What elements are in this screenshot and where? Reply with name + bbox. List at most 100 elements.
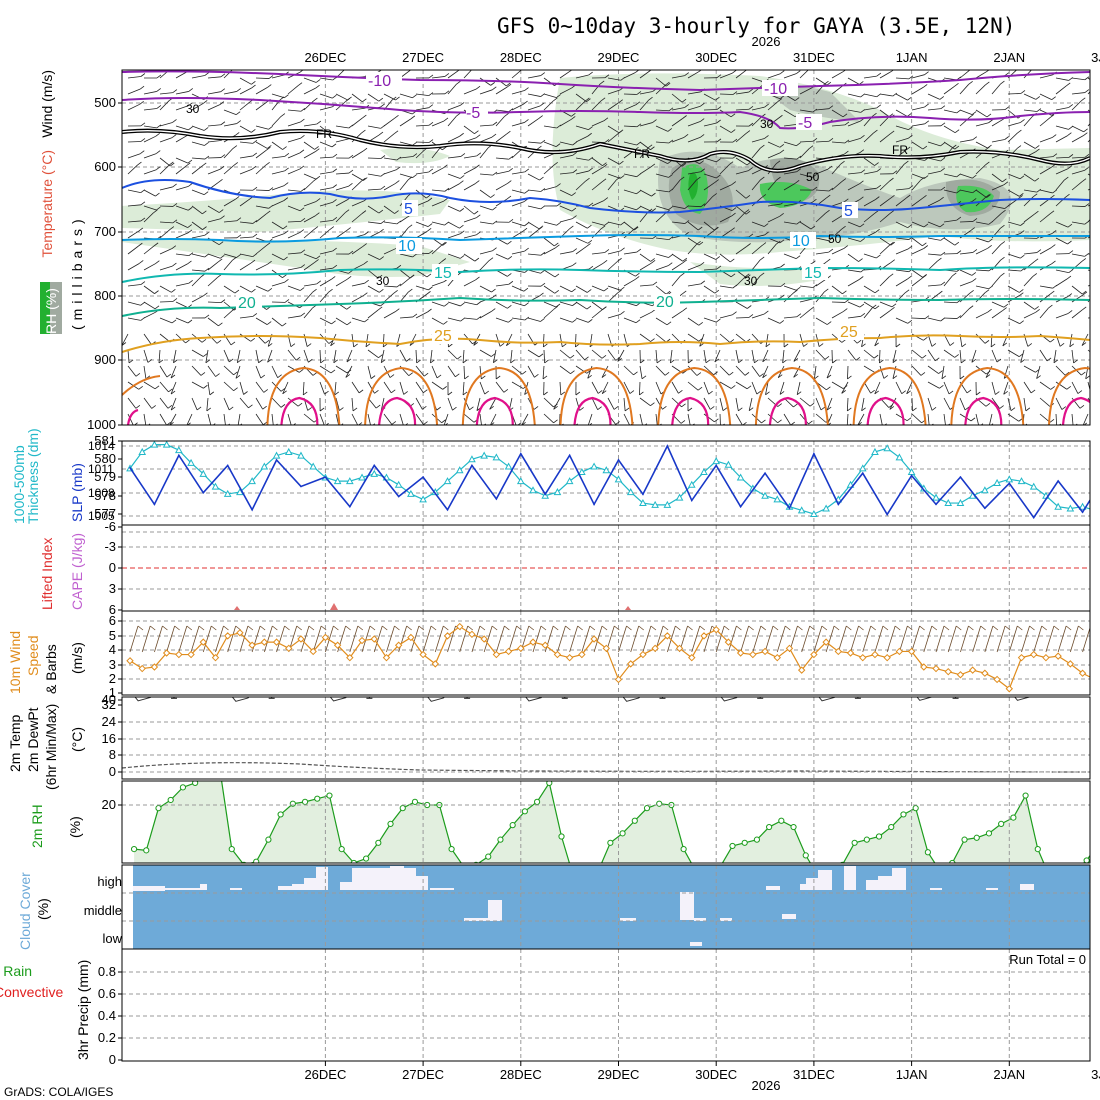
- barb: [511, 70, 522, 79]
- barb-flag: [895, 343, 901, 348]
- barb-flag: [481, 375, 486, 380]
- barb-flag: [650, 338, 655, 342]
- tick-label: 0: [109, 1052, 116, 1067]
- barb-flag: [423, 389, 428, 394]
- barb-flag: [476, 134, 481, 139]
- barb: [911, 221, 925, 228]
- barb: [383, 157, 397, 161]
- barb-flag: [204, 267, 210, 272]
- barb: [623, 205, 637, 211]
- barb-flag: [636, 173, 641, 178]
- barb-flag: [849, 423, 852, 425]
- cloud-gap: [986, 888, 998, 890]
- barb: [687, 205, 702, 208]
- barb-flag: [892, 359, 898, 363]
- slp-point: [1081, 511, 1084, 513]
- barb-flag: [716, 158, 721, 163]
- barb: [1055, 365, 1066, 376]
- barb: [1039, 397, 1051, 407]
- barb: [1069, 333, 1073, 347]
- barb: [943, 275, 953, 287]
- barb-flag: [1036, 108, 1042, 112]
- barb-flag: [1030, 389, 1036, 394]
- wind-barb-flag: [772, 625, 779, 631]
- barb: [879, 244, 890, 255]
- barb-flag: [716, 318, 721, 323]
- barb-flag: [985, 161, 990, 166]
- barb-flag: [745, 195, 751, 199]
- barb: [431, 317, 444, 325]
- slp-point: [617, 459, 620, 461]
- barb-flag: [348, 270, 353, 274]
- slp-point: [349, 505, 351, 508]
- barb: [431, 189, 445, 192]
- thickness-point: [810, 509, 818, 517]
- wind-barb: [239, 625, 249, 653]
- barb: [207, 261, 219, 271]
- barb-flag: [679, 176, 685, 181]
- barb: [861, 397, 865, 411]
- barb: [175, 253, 189, 257]
- barb: [303, 333, 308, 347]
- barb: [399, 118, 412, 127]
- barb: [463, 413, 475, 423]
- barb-flag: [891, 303, 897, 308]
- barb-flag: [456, 112, 461, 117]
- barb: [431, 147, 441, 159]
- barb-flag: [698, 226, 703, 231]
- barb: [991, 139, 1005, 143]
- barb-flag: [984, 289, 990, 294]
- barb: [383, 183, 396, 191]
- barb-flag: [423, 421, 428, 425]
- barb-flag: [540, 205, 545, 210]
- barb-flag: [651, 192, 656, 197]
- barb-flag: [346, 227, 351, 231]
- barb-flag: [716, 138, 722, 143]
- barb-flag: [372, 423, 376, 425]
- barb-flag: [812, 137, 818, 142]
- cloud-gap: [404, 868, 416, 890]
- barb: [191, 75, 205, 79]
- rh-point: [619, 830, 626, 837]
- barb: [559, 301, 573, 307]
- wind-point: [297, 635, 305, 643]
- cloud-gap: [340, 882, 352, 890]
- wind-point: [651, 644, 659, 653]
- barb: [335, 199, 348, 207]
- wind-barb-flag: [418, 625, 425, 631]
- barb-flag: [378, 209, 384, 214]
- barb-flag: [1000, 241, 1006, 245]
- precip-legend-convective: Convective: [0, 984, 63, 1000]
- barb: [975, 141, 988, 149]
- barb: [351, 173, 364, 181]
- barb-flag: [922, 194, 927, 199]
- barb: [415, 107, 429, 111]
- barb-flag: [714, 358, 720, 363]
- barb: [783, 203, 797, 207]
- barb-flag: [543, 391, 548, 396]
- barb: [495, 157, 509, 160]
- barb-flag: [976, 391, 981, 396]
- wind-barb-flag: [760, 625, 767, 631]
- barb: [543, 221, 557, 226]
- wind-point: [822, 638, 830, 646]
- barb: [399, 179, 409, 191]
- tick-label: 0: [109, 560, 116, 575]
- barb: [415, 221, 429, 227]
- barb: [239, 381, 244, 395]
- barb-flag: [940, 317, 945, 322]
- barb: [223, 165, 235, 175]
- barb: [751, 349, 755, 363]
- barb-flag: [635, 101, 641, 106]
- rh-point: [533, 798, 541, 805]
- barb-flag: [282, 225, 288, 230]
- barb-flag: [476, 316, 482, 320]
- thickness-point: [883, 444, 892, 452]
- wind-barb-flag: [467, 625, 473, 631]
- barb-flag: [266, 321, 272, 325]
- barb: [591, 397, 599, 410]
- barb-flag: [570, 116, 576, 120]
- barb-flag: [1083, 132, 1088, 136]
- barb: [127, 220, 141, 223]
- barb: [591, 349, 603, 359]
